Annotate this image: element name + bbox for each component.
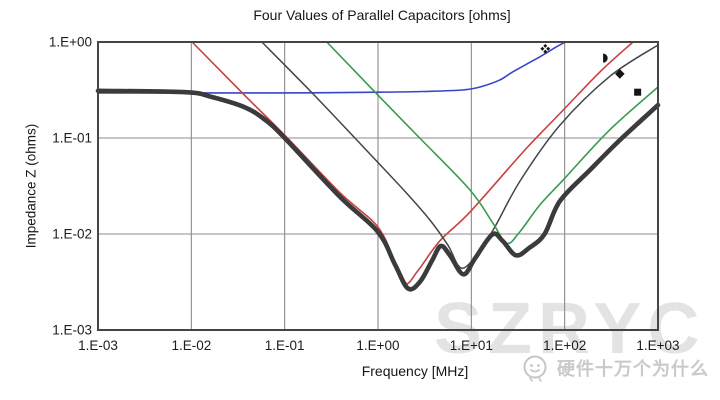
plot-border xyxy=(97,41,659,331)
marker-diamond xyxy=(615,69,625,79)
series-green-capacitor xyxy=(326,41,659,245)
series-black-capacitor xyxy=(261,41,659,269)
y-tick-label: 1.E-03 xyxy=(52,322,92,338)
y-tick-label: 1.E-02 xyxy=(52,226,92,242)
brand-logo-icon xyxy=(523,355,547,382)
x-tick-label: 1.E+01 xyxy=(449,338,493,353)
brand: 硬件十万个为什么 xyxy=(520,353,709,383)
x-tick-label: 1.E+03 xyxy=(636,338,680,353)
x-tick-label: 1.E-02 xyxy=(171,338,212,353)
x-tick-label: 1.E-01 xyxy=(264,338,305,353)
marker-four-diamond xyxy=(540,43,551,54)
series-parallel-combination-thick xyxy=(95,88,661,292)
y-tick-label: 1.E-01 xyxy=(52,130,92,146)
marker-square xyxy=(634,88,642,96)
marker-half-circle-right xyxy=(603,53,608,63)
x-axis-title: Frequency [MHz] xyxy=(361,363,469,379)
chart-title: Four Values of Parallel Capacitors [ohms… xyxy=(253,7,511,23)
x-tick-label: 1.E-03 xyxy=(78,338,118,353)
series-blue-capacitor xyxy=(97,41,567,94)
y-tick-label: 1.E+00 xyxy=(48,34,92,50)
series-red-capacitor xyxy=(191,41,634,286)
brand-name: 硬件十万个为什么 xyxy=(557,359,709,379)
x-tick-label: 1.E+02 xyxy=(543,338,587,353)
x-tick-label: 1.E+00 xyxy=(356,338,400,353)
